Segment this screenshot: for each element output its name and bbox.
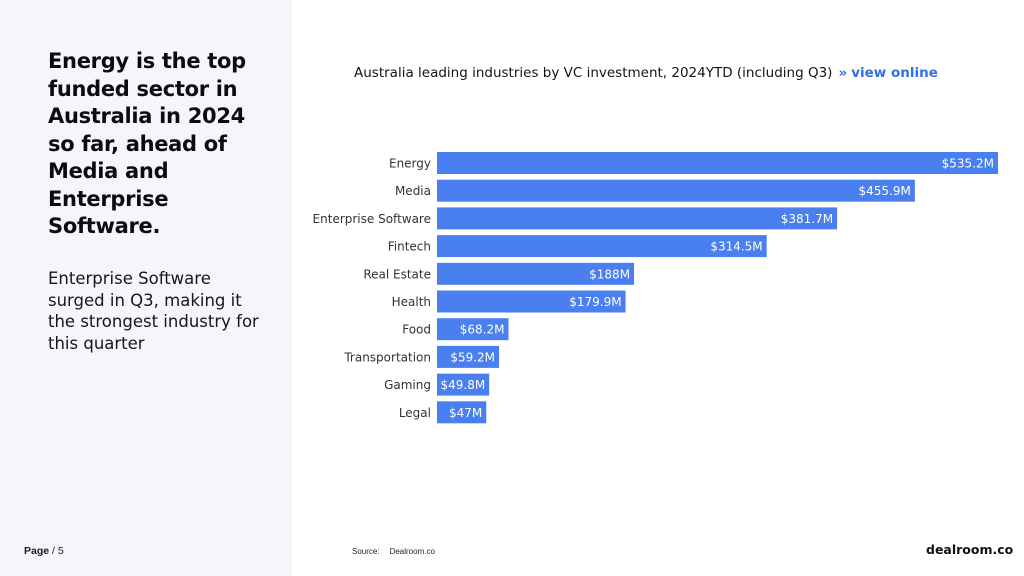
category-label-food: Food <box>402 323 431 337</box>
category-label-health: Health <box>392 295 431 309</box>
bar-media[interactable] <box>437 179 915 202</box>
headline: Energy is the top funded sector in Austr… <box>48 49 246 238</box>
category-label-energy: Energy <box>389 157 431 171</box>
bar-transportation[interactable] <box>437 345 500 368</box>
bar-chart: Energy $535.2M Media $455.9M Enterprise Soft… <box>313 152 998 424</box>
bar-gaming[interactable] <box>437 373 490 396</box>
link-arrow-icon: » <box>838 65 848 81</box>
source-label: Source: <box>352 547 380 556</box>
page-word: Page <box>24 545 50 557</box>
category-label-enterprise-software: Enterprise Software <box>313 212 431 226</box>
bar-legal[interactable] <box>437 401 487 424</box>
category-label-legal: Legal <box>399 406 431 420</box>
bar-enterprise-software[interactable] <box>437 207 838 230</box>
chart-title-row: Australia leading industries by VC inves… <box>354 65 994 81</box>
value-label-food: $68.2M <box>460 323 505 337</box>
subtext: Enterprise Software surged in Q3, making… <box>48 269 259 353</box>
dealroom-logo[interactable]: dealroom.co <box>926 542 1014 557</box>
category-label-fintech: Fintech <box>388 240 431 254</box>
sidebar-panel: Energy is the top funded sector in Austr… <box>0 0 292 576</box>
source-value: Dealroom.co <box>389 547 435 556</box>
value-label-gaming: $49.8M <box>440 378 485 392</box>
bar-real-estate[interactable] <box>437 262 635 285</box>
value-label-energy: $535.2M <box>942 157 994 171</box>
value-label-legal: $47M <box>449 406 482 420</box>
bar-health[interactable] <box>437 290 626 313</box>
category-label-transportation: Transportation <box>343 350 431 364</box>
category-label-media: Media <box>395 184 431 198</box>
page-indicator: Page / 5 <box>24 545 64 557</box>
bar-fintech[interactable] <box>437 235 767 258</box>
page-separator: / <box>49 545 58 557</box>
source-note: Source: Dealroom.co <box>352 547 435 556</box>
category-label-real-estate: Real Estate <box>363 267 431 281</box>
value-label-real-estate: $188M <box>589 267 630 281</box>
value-label-fintech: $314.5M <box>710 240 762 254</box>
page-number: 5 <box>57 545 64 557</box>
category-label-gaming: Gaming <box>384 378 431 392</box>
view-online-link[interactable]: view online <box>851 65 938 81</box>
chart-title: Australia leading industries by VC inves… <box>354 65 833 81</box>
value-label-media: $455.9M <box>859 184 911 198</box>
value-label-enterprise-software: $381.7M <box>781 212 833 226</box>
bar-energy[interactable] <box>437 152 998 174</box>
value-label-health: $179.9M <box>569 295 621 309</box>
value-label-transportation: $59.2M <box>450 350 495 364</box>
bar-food[interactable] <box>437 318 509 341</box>
